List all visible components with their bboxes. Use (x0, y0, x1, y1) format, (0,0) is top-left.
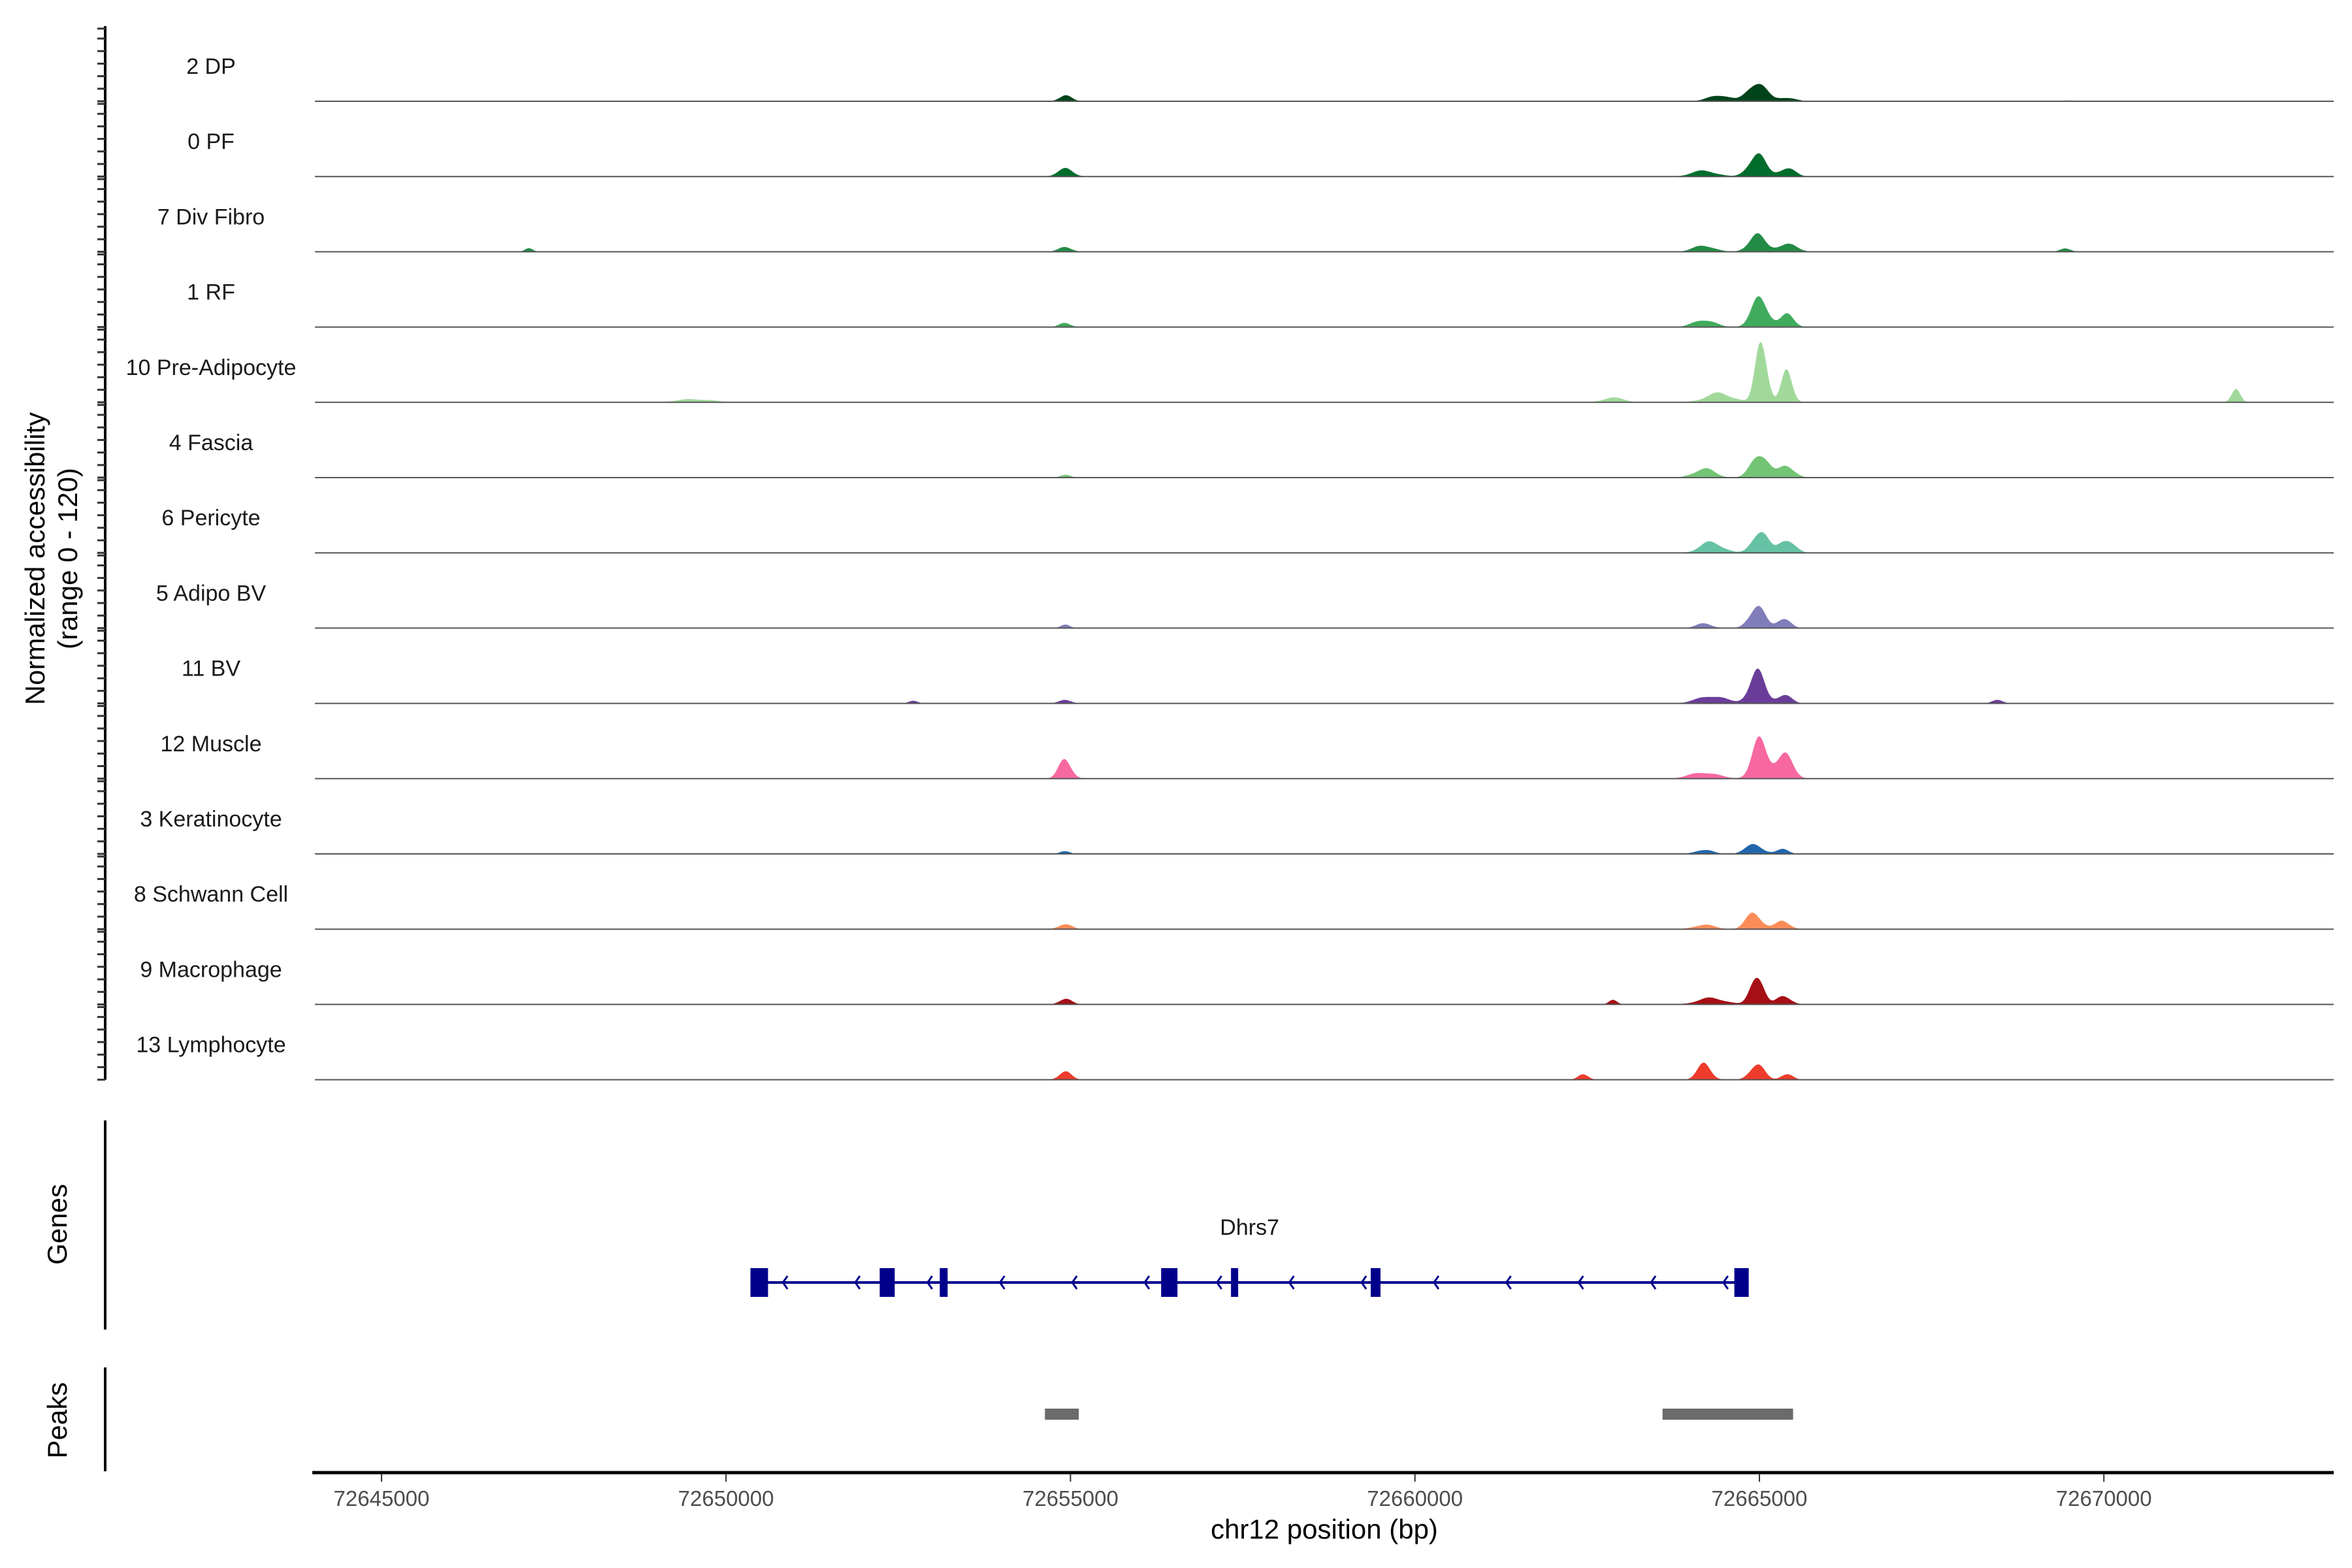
coverage-area (315, 296, 2334, 327)
track-label: 1 RF (187, 280, 235, 305)
x-tick-label: 72670000 (2056, 1486, 2152, 1511)
strand-arrow-icon (1071, 1275, 1078, 1290)
x-axis: 72645000 72650000 72655000 72660000 72665000… (312, 1471, 2334, 1511)
track-2-dp: 2 DP (186, 54, 2334, 102)
coverage-area (315, 456, 2334, 478)
track-1-rf: 1 RF (187, 280, 2334, 328)
track-label: 6 Pericyte (161, 506, 260, 531)
coverage-area (315, 153, 2334, 177)
track-9-macrophage: 9 Macrophage (140, 957, 2334, 1005)
coverage-area (315, 342, 2334, 402)
coverage-area (315, 843, 2334, 854)
track-11-bv: 11 BV (182, 657, 2334, 704)
coverage-area (315, 233, 2334, 252)
x-tick-label: 72645000 (334, 1486, 430, 1511)
gene-label: Dhrs7 (1220, 1215, 1279, 1240)
gene-exon (750, 1268, 768, 1297)
track-7-div-fibro: 7 Div Fibro (157, 204, 2334, 253)
track-label: 13 Lymphocyte (136, 1033, 286, 1058)
track-label: 7 Div Fibro (157, 204, 265, 229)
gene-exon (1161, 1268, 1178, 1297)
strand-arrow-icon (1360, 1275, 1367, 1290)
peak-region (1662, 1409, 1793, 1420)
track-label: 12 Muscle (161, 732, 262, 757)
y-axis-subtitle: (range 0 - 120) (52, 468, 83, 649)
gene-exon (1371, 1268, 1380, 1297)
track-label: 11 BV (182, 657, 240, 681)
x-tick-label: 72660000 (1367, 1486, 1463, 1511)
coverage-tracks: 2 DP 0 PF 7 Div Fibro 1 RF 10 Pre-Adipocyte 4… (126, 54, 2334, 1081)
strand-arrow-icon (926, 1275, 934, 1290)
track-label: 2 DP (186, 54, 236, 79)
strand-arrow-icon (1650, 1275, 1657, 1290)
gene-exon (879, 1268, 895, 1297)
strand-arrow-icon (1215, 1275, 1222, 1290)
strand-arrow-icon (1433, 1275, 1440, 1290)
track-6-pericyte: 6 Pericyte (161, 506, 2334, 554)
x-tick-label: 72655000 (1022, 1486, 1119, 1511)
accessibility-y-axis (97, 26, 106, 1081)
genes-panel-title: Genes (42, 1184, 73, 1265)
strand-arrow-icon (1505, 1275, 1512, 1290)
track-label: 4 Fascia (169, 431, 253, 455)
genes-panel: Dhrs7 (750, 1215, 1749, 1297)
track-8-schwann-cell: 8 Schwann Cell (134, 882, 2334, 930)
track-5-adipo-bv: 5 Adipo BV (156, 581, 2334, 629)
track-label: 0 PF (188, 129, 235, 154)
track-3-keratinocyte: 3 Keratinocyte (140, 807, 2334, 855)
track-10-pre-adipocyte: 10 Pre-Adipocyte (126, 342, 2334, 403)
coverage-area (315, 1062, 2334, 1080)
track-label: 5 Adipo BV (156, 581, 267, 606)
gene-exon (1231, 1268, 1239, 1297)
track-label: 10 Pre-Adipocyte (126, 355, 297, 380)
coverage-area (315, 84, 2334, 101)
peak-region (1045, 1409, 1079, 1420)
coverage-area (315, 977, 2334, 1005)
track-12-muscle: 12 Muscle (161, 732, 2334, 779)
strand-arrow-icon (1143, 1275, 1151, 1290)
coverage-area (315, 736, 2334, 779)
coverage-area (315, 606, 2334, 629)
coverage-area (315, 912, 2334, 930)
strand-arrow-icon (854, 1275, 861, 1290)
x-tick-label: 72665000 (1712, 1486, 1808, 1511)
gene-dhrs7: Dhrs7 (750, 1215, 1749, 1297)
strand-arrow-icon (998, 1275, 1005, 1290)
x-axis-title: chr12 position (bp) (1211, 1514, 1438, 1544)
strand-arrow-icon (1577, 1275, 1584, 1290)
strand-arrow-icon (1288, 1275, 1295, 1290)
track-13-lymphocyte: 13 Lymphocyte (136, 1033, 2334, 1081)
coverage-area (315, 532, 2334, 553)
coverage-area (315, 668, 2334, 704)
track-0-pf: 0 PF (188, 129, 2334, 178)
strand-arrow-icon (781, 1275, 789, 1290)
strand-arrow-icon (1722, 1275, 1729, 1290)
y-axis-title: Normalized accessibility (20, 412, 50, 705)
gene-exon (1734, 1268, 1749, 1297)
track-label: 9 Macrophage (140, 957, 282, 982)
peaks-panel-title: Peaks (42, 1382, 73, 1459)
x-tick-label: 72650000 (678, 1486, 774, 1511)
track-label: 8 Schwann Cell (134, 882, 288, 907)
gene-exon (939, 1268, 948, 1297)
peaks-panel (1045, 1409, 1793, 1420)
track-label: 3 Keratinocyte (140, 807, 282, 832)
track-4-fascia: 4 Fascia (169, 431, 2334, 478)
